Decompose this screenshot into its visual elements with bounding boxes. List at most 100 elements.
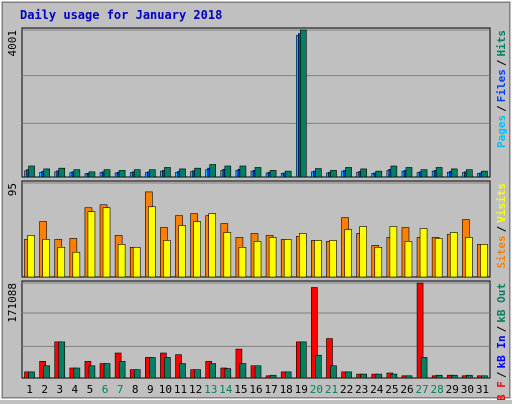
x-tick-label: 3 — [56, 383, 63, 396]
x-tick-label: 25 — [385, 383, 398, 396]
bar — [224, 165, 232, 178]
bar — [360, 373, 367, 379]
bar — [117, 244, 126, 278]
bar — [329, 240, 337, 278]
bar — [315, 354, 322, 379]
bar — [149, 357, 156, 379]
bar — [178, 225, 186, 278]
legend-separator: / — [495, 59, 508, 66]
bar — [419, 228, 428, 278]
x-tick-label: 14 — [219, 383, 233, 396]
bar — [390, 165, 398, 178]
plot-area — [21, 27, 491, 178]
bar — [315, 168, 322, 178]
bar — [449, 232, 458, 278]
bar — [193, 221, 201, 278]
x-tick-label: 5 — [87, 383, 94, 396]
bar — [359, 226, 367, 278]
bar — [239, 363, 247, 379]
x-tick-label: 19 — [295, 383, 308, 396]
bar — [375, 170, 383, 178]
legend-separator: / — [495, 371, 508, 378]
x-tick-label: 10 — [159, 383, 172, 396]
x-tick-label: 13 — [204, 383, 217, 396]
bar — [405, 167, 413, 178]
bar — [284, 371, 292, 379]
bar — [299, 341, 307, 379]
bar — [72, 251, 81, 278]
bar — [43, 168, 50, 178]
x-tick-label: 21 — [325, 383, 338, 396]
plot-area — [21, 280, 491, 379]
x-tick-label: 12 — [189, 383, 202, 396]
bar — [118, 170, 126, 178]
bar — [481, 170, 488, 178]
bar — [58, 167, 66, 178]
y-tick-label: 4001 — [6, 30, 19, 57]
bar — [87, 211, 96, 278]
bar — [132, 247, 141, 278]
bar — [283, 239, 292, 278]
bar — [374, 247, 383, 278]
legend-separator: / — [495, 325, 508, 332]
bar — [209, 363, 217, 379]
bar — [164, 357, 171, 379]
bar — [103, 169, 111, 178]
bar — [405, 375, 413, 379]
bar — [314, 240, 322, 278]
bar — [88, 171, 96, 178]
legend-entry: Files — [495, 69, 508, 102]
chart-title: Daily usage for January 2018 — [20, 8, 222, 22]
frame-inner — [2, 2, 510, 398]
legend-entry: Visits — [495, 183, 508, 223]
x-tick-label: 1 — [26, 383, 33, 396]
legend-separator: / — [495, 225, 508, 232]
x-tick-label: 9 — [147, 383, 154, 396]
bar — [465, 237, 473, 278]
x-tick-label: 22 — [340, 383, 353, 396]
bar — [194, 167, 201, 178]
x-tick-label: 8 — [132, 383, 139, 396]
x-tick-label: 2 — [41, 383, 48, 396]
bar — [43, 365, 50, 379]
bar — [481, 375, 488, 379]
bar — [466, 374, 473, 379]
bar — [163, 240, 171, 278]
bar — [223, 232, 232, 278]
bar — [311, 287, 318, 379]
x-tick-label: 15 — [234, 383, 247, 396]
bar — [420, 357, 428, 379]
bar — [118, 361, 126, 379]
bar — [330, 365, 337, 379]
bar — [149, 169, 156, 178]
bar — [345, 167, 352, 178]
bar — [435, 374, 443, 379]
bar — [345, 371, 352, 379]
bar — [28, 165, 35, 178]
bar — [239, 165, 247, 178]
bar — [284, 170, 292, 178]
y-tick-label: 95 — [6, 183, 19, 196]
bar — [434, 238, 443, 278]
x-tick-label: 31 — [476, 383, 489, 396]
bar — [466, 169, 473, 178]
x-tick-label: 11 — [174, 383, 187, 396]
legend-entry: Pages — [495, 115, 508, 148]
bar — [224, 368, 232, 379]
legend-entry: Sites — [495, 235, 508, 268]
x-tick-label: 20 — [310, 383, 323, 396]
bar — [390, 373, 398, 379]
bar — [58, 341, 66, 379]
legend-separator: / — [495, 105, 508, 112]
bar — [73, 367, 81, 379]
bar — [102, 207, 111, 278]
bar — [27, 235, 35, 278]
bar — [416, 282, 424, 379]
legend-entry: Hits — [495, 30, 508, 57]
legend: Pages / Files / Hits — [495, 30, 508, 148]
x-tick-label: 7 — [117, 383, 124, 396]
bar — [344, 229, 352, 278]
y-tick-label: 171088 — [6, 283, 19, 323]
bar — [480, 244, 488, 278]
